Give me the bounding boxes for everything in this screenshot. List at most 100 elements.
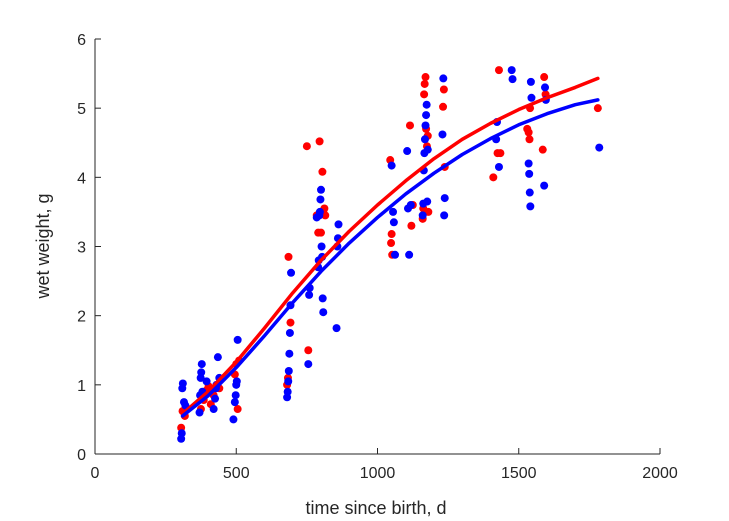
y-tick-label: 3 [77,240,86,257]
data-point [211,394,220,403]
y-tick-label: 4 [77,170,86,187]
y-tick-label: 2 [77,309,86,326]
data-point [439,85,448,94]
axes: 0 500 1000 1500 2000 0 1 2 3 4 5 6 [77,32,678,482]
data-point [489,173,498,182]
x-tick-label: 0 [91,465,100,482]
x-tick-label: 500 [223,465,250,482]
data-point [177,429,186,438]
data-point [197,368,206,377]
data-point [406,201,415,209]
data-point [540,181,549,190]
data-point [494,162,503,171]
x-tick-label: 2000 [642,465,678,482]
data-point [403,147,412,156]
data-point [202,377,211,386]
data-point [423,145,432,154]
data-point [440,194,449,203]
data-point [407,221,416,230]
data-point [284,377,293,386]
data-point [422,111,431,120]
data-point [284,252,293,261]
data-point [524,128,533,137]
data-point [286,318,295,327]
data-point [438,130,447,139]
data-point [178,379,187,388]
y-tick-label: 5 [77,101,86,118]
data-point [284,367,293,375]
data-point [332,324,341,333]
data-point [302,142,311,151]
data-point [231,391,240,400]
data-point [405,250,414,259]
data-point [197,360,206,369]
data-point [496,149,505,158]
data-point [538,145,547,154]
data-point [387,230,396,239]
data-point [525,169,534,178]
data-point [213,353,222,362]
data-point [232,377,241,386]
data-point [305,290,314,299]
data-point [526,202,535,211]
data-point [334,220,343,229]
y-tick-label: 1 [77,378,86,395]
fit-curve-1 [180,76,600,416]
data-point [230,398,239,407]
data-point [440,211,449,220]
data-point [387,161,396,170]
data-point [285,328,294,337]
data-point [229,415,238,424]
series-1 [177,66,602,432]
data-point [405,121,414,130]
data-point [315,207,324,216]
data-point [287,268,296,277]
data-point [420,79,429,88]
data-point [389,218,398,227]
data-point [317,242,326,251]
plot-marks [177,66,604,443]
fit-curve-2 [180,98,600,418]
data-point [593,104,602,113]
x-tick-label: 1000 [360,465,396,482]
data-point [283,387,292,396]
data-point [318,294,327,303]
data-point [494,66,503,75]
data-point [524,159,533,168]
data-point [285,349,294,358]
data-point [439,74,448,83]
data-point [540,73,549,82]
data-point [420,90,429,99]
data-point [195,408,204,417]
data-point [595,143,604,152]
data-point [439,102,448,111]
y-tick-label: 6 [77,32,86,49]
data-point [319,308,328,317]
data-point [233,335,242,344]
data-point [423,197,432,206]
data-point [304,360,313,369]
data-point [209,405,218,414]
y-tick-label: 0 [77,447,86,464]
data-point [233,405,242,414]
data-point [316,195,325,204]
data-point [317,228,325,237]
data-point [420,135,429,144]
data-point [391,250,400,259]
series-2 [177,66,604,443]
data-point [421,121,430,130]
data-point [387,239,396,248]
data-point [389,207,398,216]
data-point [541,83,550,92]
data-point [317,185,325,194]
x-tick-label: 1500 [501,465,537,482]
x-axis-label: time since birth, d [305,498,446,518]
data-point [304,346,313,355]
data-point [526,77,535,86]
data-point [318,167,327,176]
data-point [315,137,324,146]
data-point [508,75,517,84]
data-point [507,66,516,75]
data-point [527,93,536,102]
